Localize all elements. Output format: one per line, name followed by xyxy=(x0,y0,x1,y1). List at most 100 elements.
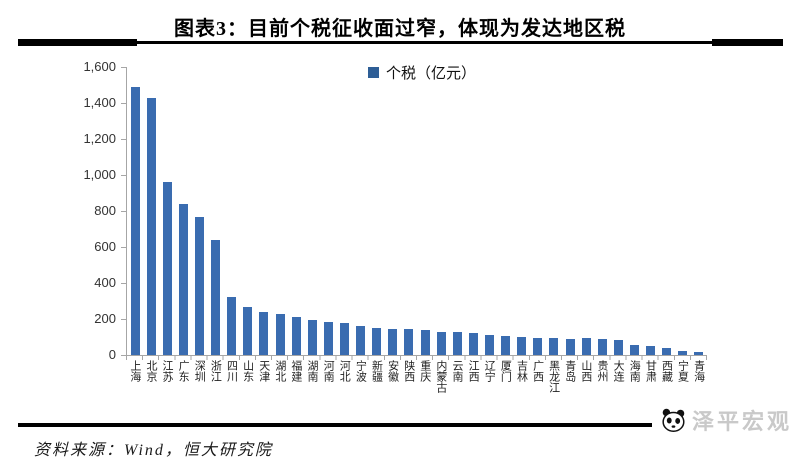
bar-slot xyxy=(626,67,642,355)
x-tick-label: 山西 xyxy=(579,360,592,382)
bar-湖北 xyxy=(275,314,285,355)
bar-slot xyxy=(465,67,481,355)
x-label-slot: 山东 xyxy=(239,360,255,382)
y-tick-label: 1,400 xyxy=(83,95,116,110)
x-label-slot: 广东 xyxy=(174,360,190,382)
footer-divider-line xyxy=(18,423,652,427)
x-tick-label: 湖南 xyxy=(306,360,319,382)
bar-宁波 xyxy=(356,326,366,355)
x-label-slot: 山西 xyxy=(577,360,593,382)
bar-slot xyxy=(449,67,465,355)
x-tick-label: 深圳 xyxy=(193,360,206,382)
watermark: 泽平宏观 xyxy=(658,404,792,436)
x-label-slot: 湖南 xyxy=(303,360,319,382)
bar-slot xyxy=(353,67,369,355)
bar-slot xyxy=(675,67,691,355)
x-label-slot: 浙江 xyxy=(207,360,223,382)
bar-slot xyxy=(594,67,610,355)
bar-slot xyxy=(610,67,626,355)
bar-四川 xyxy=(227,296,237,355)
x-label-slot: 陕西 xyxy=(400,360,416,382)
x-tick-label: 青岛 xyxy=(563,360,576,382)
x-label-slot: 青海 xyxy=(690,360,706,382)
bar-宁夏 xyxy=(678,350,688,355)
bar-slot xyxy=(240,67,256,355)
bar-chart: 个税（亿元） 1,600 1,400 1,200 1,000 800 600 400 200 0… xyxy=(83,59,707,393)
bar-浙江 xyxy=(211,239,221,355)
y-tick-label: 1,200 xyxy=(83,131,116,146)
bar-slot xyxy=(320,67,336,355)
watermark-text: 泽平宏观 xyxy=(691,409,792,434)
bar-贵州 xyxy=(597,338,607,355)
bar-西藏 xyxy=(662,348,672,355)
x-label-slot: 海南 xyxy=(625,360,641,382)
x-label-slot: 甘肃 xyxy=(642,360,658,382)
x-label-slot: 内蒙古 xyxy=(432,360,448,393)
bar-slot xyxy=(288,67,304,355)
x-tick-label: 吉林 xyxy=(515,360,528,382)
bar-slot xyxy=(514,67,530,355)
bar-slot xyxy=(191,67,207,355)
bar-湖南 xyxy=(307,319,317,355)
bar-slot xyxy=(417,67,433,355)
bar-广西 xyxy=(533,338,543,355)
x-label-slot: 河南 xyxy=(319,360,335,382)
x-label-slot: 安徽 xyxy=(384,360,400,382)
bar-slot xyxy=(304,67,320,355)
y-tick-label: 400 xyxy=(94,275,116,290)
x-tick-label: 湖北 xyxy=(273,360,286,382)
bar-slot xyxy=(224,67,240,355)
x-tick-label: 广东 xyxy=(177,360,190,382)
x-tick-label: 海南 xyxy=(628,360,641,382)
x-tick-label: 四川 xyxy=(225,360,238,382)
bar-slot xyxy=(401,67,417,355)
figure-title: 图表3：目前个税征收面过窄，体现为发达地区税 xyxy=(174,18,626,40)
bar-江苏 xyxy=(162,182,172,355)
x-label-slot: 深圳 xyxy=(190,360,206,382)
y-tick-label: 200 xyxy=(94,311,116,326)
bar-slot xyxy=(659,67,675,355)
x-tick-label: 广西 xyxy=(531,360,544,382)
x-axis-labels: 上海 北京 江苏 广东 深圳 浙江 四川 山东 天津 湖北 福建 湖南 河南 河北 宁波 新疆 安徽 陕西 重庆 内蒙… xyxy=(126,360,706,393)
source-note: 资料来源：Wind，恒大研究院 xyxy=(34,442,273,459)
bar-slot xyxy=(385,67,401,355)
bar-海南 xyxy=(629,344,639,355)
x-tick-label: 上海 xyxy=(128,360,141,382)
x-tick-label: 浙江 xyxy=(209,360,222,382)
x-tick-label: 宁波 xyxy=(354,360,367,382)
x-tick-label: 河南 xyxy=(322,360,335,382)
x-label-slot: 天津 xyxy=(255,360,271,382)
title-divider-line xyxy=(18,41,783,44)
bar-新疆 xyxy=(372,327,382,355)
x-tick-label: 安徽 xyxy=(386,360,399,382)
x-tick-label: 山东 xyxy=(241,360,254,382)
x-label-slot: 宁波 xyxy=(352,360,368,382)
title-divider-cap-left xyxy=(18,39,137,46)
x-label-slot: 黑龙江 xyxy=(545,360,561,393)
x-label-slot: 江苏 xyxy=(158,360,174,382)
bar-青岛 xyxy=(565,339,575,355)
y-tick-label: 0 xyxy=(108,347,116,362)
bar-福建 xyxy=(291,317,301,355)
x-tick-label: 厦门 xyxy=(499,360,512,382)
bar-天津 xyxy=(259,311,269,355)
x-tick-label: 黑龙江 xyxy=(547,360,560,393)
bar-slot xyxy=(578,67,594,355)
x-label-slot: 厦门 xyxy=(497,360,513,382)
legend-label: 个税（亿元） xyxy=(385,66,476,82)
x-tick-label: 天津 xyxy=(257,360,270,382)
x-label-slot: 河北 xyxy=(335,360,351,382)
bar-安徽 xyxy=(388,328,398,355)
x-tick-label: 福建 xyxy=(289,360,302,382)
y-tick-label: 1,600 xyxy=(83,59,116,74)
x-tick-label: 大连 xyxy=(612,360,625,382)
bar-广东 xyxy=(178,203,188,355)
x-label-slot: 上海 xyxy=(126,360,142,382)
bar-slot xyxy=(530,67,546,355)
bar-深圳 xyxy=(194,217,204,355)
bar-slot xyxy=(272,67,288,355)
bar-slot xyxy=(433,67,449,355)
y-tick-label: 800 xyxy=(94,203,116,218)
bar-slot xyxy=(127,67,143,355)
x-tick-label: 新疆 xyxy=(370,360,383,382)
